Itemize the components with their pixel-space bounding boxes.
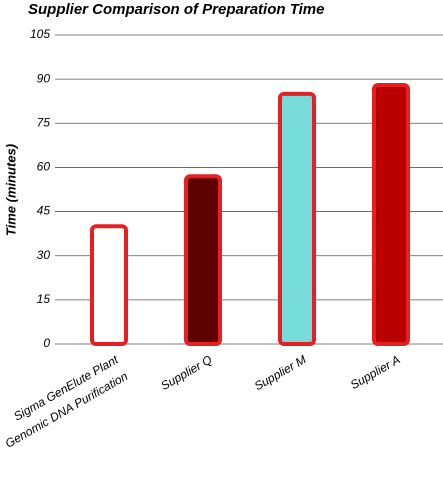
x-tick-label: Supplier A — [348, 352, 403, 392]
chart-title: Supplier Comparison of Preparation Time — [28, 1, 324, 18]
y-axis-label: Time (minutes) — [3, 144, 18, 236]
bar — [278, 91, 316, 346]
y-tick-label: 105 — [30, 27, 50, 41]
x-tick-label: Supplier Q — [158, 352, 214, 392]
y-tick-label: 90 — [37, 71, 51, 85]
y-tick-label: 15 — [37, 292, 51, 306]
x-tick-label: Sigma GenElute PlantGenomic DNA Purifica… — [0, 352, 131, 451]
bar — [372, 83, 410, 347]
y-tick-label: 45 — [37, 204, 51, 218]
y-tick-label: 30 — [37, 248, 51, 262]
bar — [184, 174, 222, 346]
y-tick-label: 0 — [43, 336, 50, 350]
y-tick-label: 60 — [37, 160, 51, 174]
x-tick-label: Supplier M — [252, 352, 309, 393]
y-tick-label: 75 — [37, 115, 51, 129]
bar — [90, 224, 128, 347]
